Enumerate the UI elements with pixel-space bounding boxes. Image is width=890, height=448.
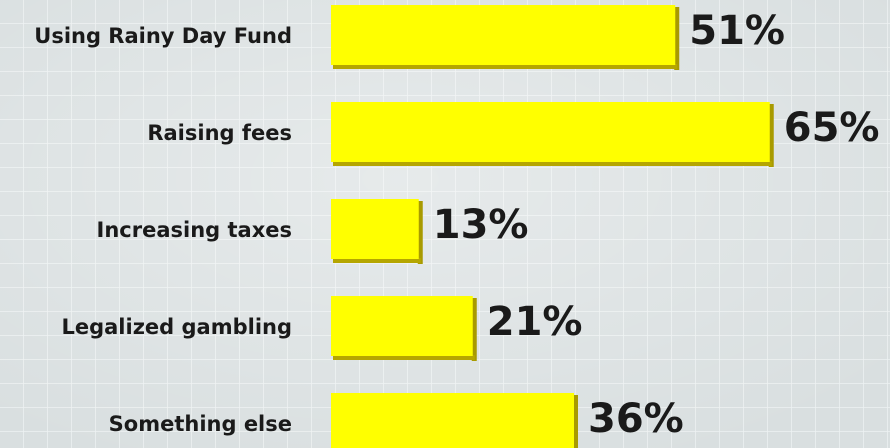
bar-bottom [333, 161, 772, 166]
bar-side [573, 395, 578, 448]
value-label: 21% [487, 299, 583, 345]
category-label: Using Rainy Day Fund [34, 24, 292, 48]
category-label: Legalized gambling [61, 315, 292, 339]
bar-bottom [333, 64, 678, 69]
bar [331, 199, 419, 259]
bar-side [768, 104, 774, 167]
value-label: 13% [433, 202, 529, 248]
value-label: 51% [689, 8, 785, 54]
bar [331, 296, 473, 356]
value-label: 36% [588, 396, 684, 442]
bar-side [417, 201, 423, 264]
bar-bottom [333, 355, 475, 360]
value-label: 65% [784, 105, 880, 151]
bar-side [674, 7, 680, 70]
bar [331, 5, 676, 65]
category-label: Something else [109, 412, 292, 436]
category-label: Increasing taxes [97, 218, 292, 242]
bar [331, 102, 770, 162]
category-label: Raising fees [147, 121, 292, 145]
bar-bottom [333, 258, 421, 263]
bar-side [471, 298, 477, 361]
bar [331, 393, 574, 448]
